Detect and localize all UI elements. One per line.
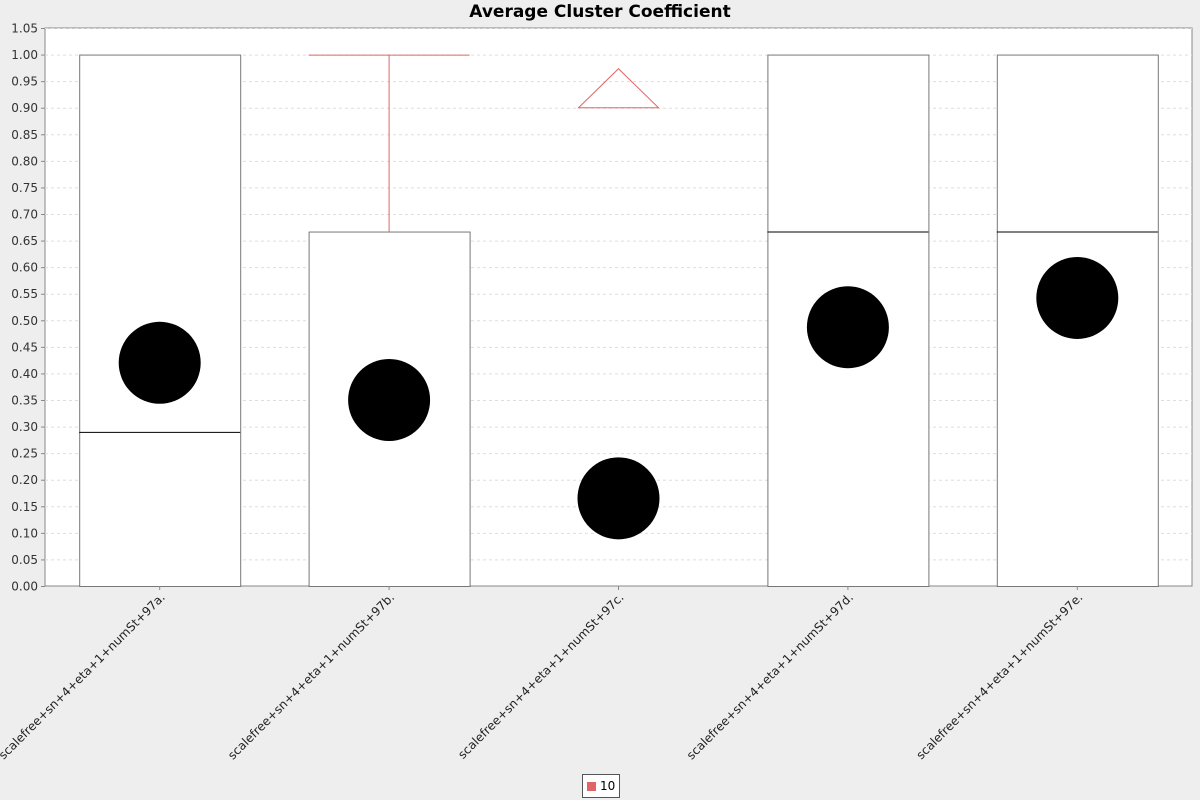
mean-marker — [806, 286, 889, 369]
y-tick-label: 0.05 — [11, 553, 38, 567]
y-tick-label: 0.70 — [11, 208, 38, 222]
far-outlier-marker — [577, 68, 660, 109]
y-tick-label: 0.85 — [11, 128, 38, 142]
legend-label: 10 — [600, 779, 616, 793]
mean-marker — [577, 457, 660, 540]
x-tick-label: scalefree+sn+4+eta+1+numSt+97c. — [455, 590, 626, 761]
mean-marker — [348, 359, 431, 441]
y-tick-label: 0.30 — [11, 420, 38, 434]
y-tick-label: 0.80 — [11, 154, 38, 168]
y-tick-label: 0.60 — [11, 261, 38, 275]
chart-title: Average Cluster Coefficient — [469, 2, 731, 22]
y-tick-label: 0.35 — [11, 394, 38, 408]
y-tick-label: 0.40 — [11, 367, 38, 381]
x-tick-label: scalefree+sn+4+eta+1+numSt+97e. — [913, 590, 1085, 762]
y-tick-label: 0.65 — [11, 234, 38, 248]
legend-swatch — [587, 781, 596, 791]
mean-marker — [1036, 256, 1119, 339]
y-tick-label: 0.55 — [11, 287, 38, 301]
y-tick-label: 0.00 — [11, 580, 38, 594]
y-tick-label: 0.90 — [11, 101, 38, 115]
y-tick-label: 0.15 — [11, 500, 38, 514]
y-tick-label: 0.75 — [11, 181, 38, 195]
y-tick-label: 1.00 — [11, 48, 38, 62]
y-tick-label: 0.10 — [11, 526, 38, 540]
y-tick-label: 0.45 — [11, 340, 38, 354]
y-tick-label: 0.20 — [11, 473, 38, 487]
y-tick-label: 0.95 — [11, 75, 38, 89]
x-tick-label: scalefree+sn+4+eta+1+numSt+97b. — [225, 590, 397, 762]
box — [79, 54, 242, 588]
y-tick-label: 1.05 — [11, 22, 38, 36]
x-tick-label: scalefree+sn+4+eta+1+numSt+97d. — [684, 590, 856, 762]
legend: 10 — [582, 774, 621, 798]
mean-marker — [118, 321, 201, 404]
y-tick-label: 0.25 — [11, 447, 38, 461]
x-tick-label: scalefree+sn+4+eta+1+numSt+97a. — [0, 590, 168, 762]
y-tick-label: 0.50 — [11, 314, 38, 328]
